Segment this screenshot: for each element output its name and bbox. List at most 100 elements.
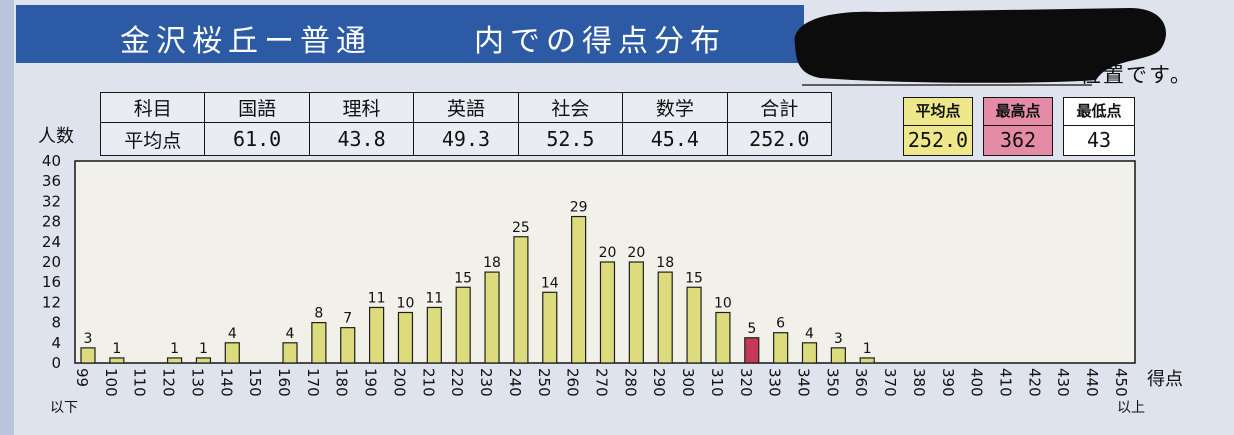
x-tick-label-230: 230 bbox=[477, 368, 495, 397]
bar-value-label-190: 11 bbox=[368, 290, 386, 306]
x-tick-label-160: 160 bbox=[275, 368, 293, 397]
x-tick-label-260: 260 bbox=[564, 368, 582, 397]
x-tick-label-380: 380 bbox=[910, 368, 928, 397]
x-tick-label-270: 270 bbox=[592, 368, 610, 397]
y-tick-label-36: 36 bbox=[42, 172, 61, 190]
average-score-label: 平均点 bbox=[904, 98, 972, 126]
bar-value-label-220: 15 bbox=[454, 270, 472, 286]
average-score-value: 252.0 bbox=[907, 128, 969, 152]
min-score-box: 最低点 43 bbox=[1063, 97, 1135, 156]
x-tick-label-210: 210 bbox=[419, 368, 437, 397]
subject-average: 45.4 bbox=[622, 122, 728, 156]
average-row-label: 平均点 bbox=[99, 122, 206, 156]
x-tick-label-390: 390 bbox=[939, 368, 957, 397]
y-axis-tick-labels: 0 4 8 12 16 20 24 28 32 36 40 bbox=[42, 152, 61, 372]
bar-310 bbox=[715, 311, 731, 364]
bar-value-label-99: 3 bbox=[84, 331, 93, 347]
x-tick-label-120: 120 bbox=[160, 368, 178, 397]
bar-160 bbox=[282, 342, 298, 364]
bar-value-label-180: 7 bbox=[343, 311, 352, 327]
subject-name: 数学 bbox=[622, 92, 728, 123]
x-tick-label-410: 410 bbox=[997, 368, 1015, 397]
x-tick-label-430: 430 bbox=[1054, 368, 1072, 397]
bars bbox=[80, 215, 875, 364]
subject-average: 43.8 bbox=[308, 122, 415, 156]
bar-350 bbox=[830, 347, 846, 364]
bar-100 bbox=[109, 357, 125, 364]
header-band: 金沢桜丘ー普通 内での得点分布 bbox=[16, 5, 804, 63]
x-tick-label-330: 330 bbox=[766, 368, 784, 397]
y-tick-label-0: 0 bbox=[51, 354, 61, 372]
x-tick-label-450: 450 bbox=[1112, 368, 1130, 397]
y-axis-title: 人数 bbox=[38, 126, 74, 147]
average-score-box: 平均点 252.0 bbox=[903, 97, 973, 156]
x-tick-label-240: 240 bbox=[506, 368, 524, 397]
x-axis-end-note: 以上 bbox=[1117, 400, 1145, 416]
subject-name: 社会 bbox=[517, 92, 624, 123]
bar-180 bbox=[340, 327, 356, 364]
subject-average: 49.3 bbox=[413, 122, 519, 156]
x-tick-label-200: 200 bbox=[390, 368, 408, 397]
bar-value-label-230: 18 bbox=[483, 255, 501, 271]
y-tick-label-40: 40 bbox=[42, 152, 61, 170]
bar-value-label-100: 1 bbox=[112, 341, 121, 357]
bar-360 bbox=[859, 357, 875, 364]
x-tick-label-280: 280 bbox=[621, 368, 639, 397]
max-score-value: 362 bbox=[999, 128, 1037, 152]
redaction-mark bbox=[794, 8, 1167, 86]
bar-330 bbox=[773, 332, 789, 364]
y-tick-label-16: 16 bbox=[42, 273, 61, 291]
subject-name: 英語 bbox=[413, 92, 519, 123]
x-tick-label-340: 340 bbox=[795, 368, 813, 397]
y-tick-label-28: 28 bbox=[42, 213, 61, 231]
subject-name: 理科 bbox=[308, 92, 415, 123]
x-tick-label-320: 320 bbox=[737, 368, 755, 397]
x-tick-label-290: 290 bbox=[650, 368, 668, 397]
max-score-box: 最高点 362 bbox=[983, 97, 1053, 156]
y-tick-label-12: 12 bbox=[42, 293, 61, 311]
bar-120 bbox=[166, 357, 183, 364]
bar-230 bbox=[484, 271, 500, 364]
x-tick-label-140: 140 bbox=[217, 368, 235, 397]
y-tick-label-8: 8 bbox=[51, 314, 61, 332]
x-tick-label-220: 220 bbox=[448, 368, 466, 397]
bar-value-label-250: 14 bbox=[541, 275, 559, 291]
subject-name: 合計 bbox=[726, 92, 833, 123]
left-margin-strip bbox=[0, 0, 14, 435]
x-tick-label-350: 350 bbox=[823, 368, 841, 397]
bar-value-label-270: 20 bbox=[599, 245, 617, 261]
bar-value-label-300: 15 bbox=[685, 270, 703, 286]
x-tick-label-310: 310 bbox=[708, 368, 726, 397]
subject-header-row: 科目 国語 理科 英語 社会 数学 合計 bbox=[99, 92, 833, 123]
bar-value-label-330: 6 bbox=[776, 316, 785, 332]
bar-140 bbox=[224, 342, 240, 364]
bar-270 bbox=[599, 261, 616, 364]
bar-value-label-120: 1 bbox=[170, 341, 179, 357]
y-tick-label-4: 4 bbox=[51, 334, 61, 352]
bar-99 bbox=[80, 347, 96, 364]
subject-average-row: 平均点 61.0 43.8 49.3 52.5 45.4 252.0 bbox=[99, 122, 833, 156]
distribution-title: 内での得点分布 bbox=[474, 24, 726, 59]
subject-average: 52.5 bbox=[517, 122, 624, 156]
x-tick-label-100: 100 bbox=[102, 368, 120, 397]
x-tick-label-180: 180 bbox=[333, 368, 351, 397]
bar-value-label-360: 1 bbox=[863, 341, 872, 357]
bar-value-label-320: 5 bbox=[747, 321, 756, 337]
bar-value-label-130: 1 bbox=[199, 341, 208, 357]
bar-value-label-240: 25 bbox=[512, 220, 530, 236]
y-tick-label-20: 20 bbox=[42, 253, 61, 271]
bar-220 bbox=[455, 286, 471, 364]
subject-average: 61.0 bbox=[204, 122, 310, 156]
bar-170 bbox=[311, 322, 327, 364]
bar-value-label-140: 4 bbox=[228, 326, 237, 342]
x-tick-label-130: 130 bbox=[188, 368, 206, 397]
x-tick-label-99: 99 bbox=[73, 368, 91, 387]
bar-value-label-340: 4 bbox=[805, 326, 814, 342]
x-tick-label-360: 360 bbox=[852, 368, 870, 397]
x-tick-label-370: 370 bbox=[881, 368, 899, 397]
bar-290 bbox=[657, 271, 673, 364]
x-tick-label-400: 400 bbox=[968, 368, 986, 397]
x-tick-label-440: 440 bbox=[1083, 368, 1101, 397]
y-tick-label-32: 32 bbox=[42, 192, 61, 210]
subject-name: 国語 bbox=[204, 92, 310, 123]
